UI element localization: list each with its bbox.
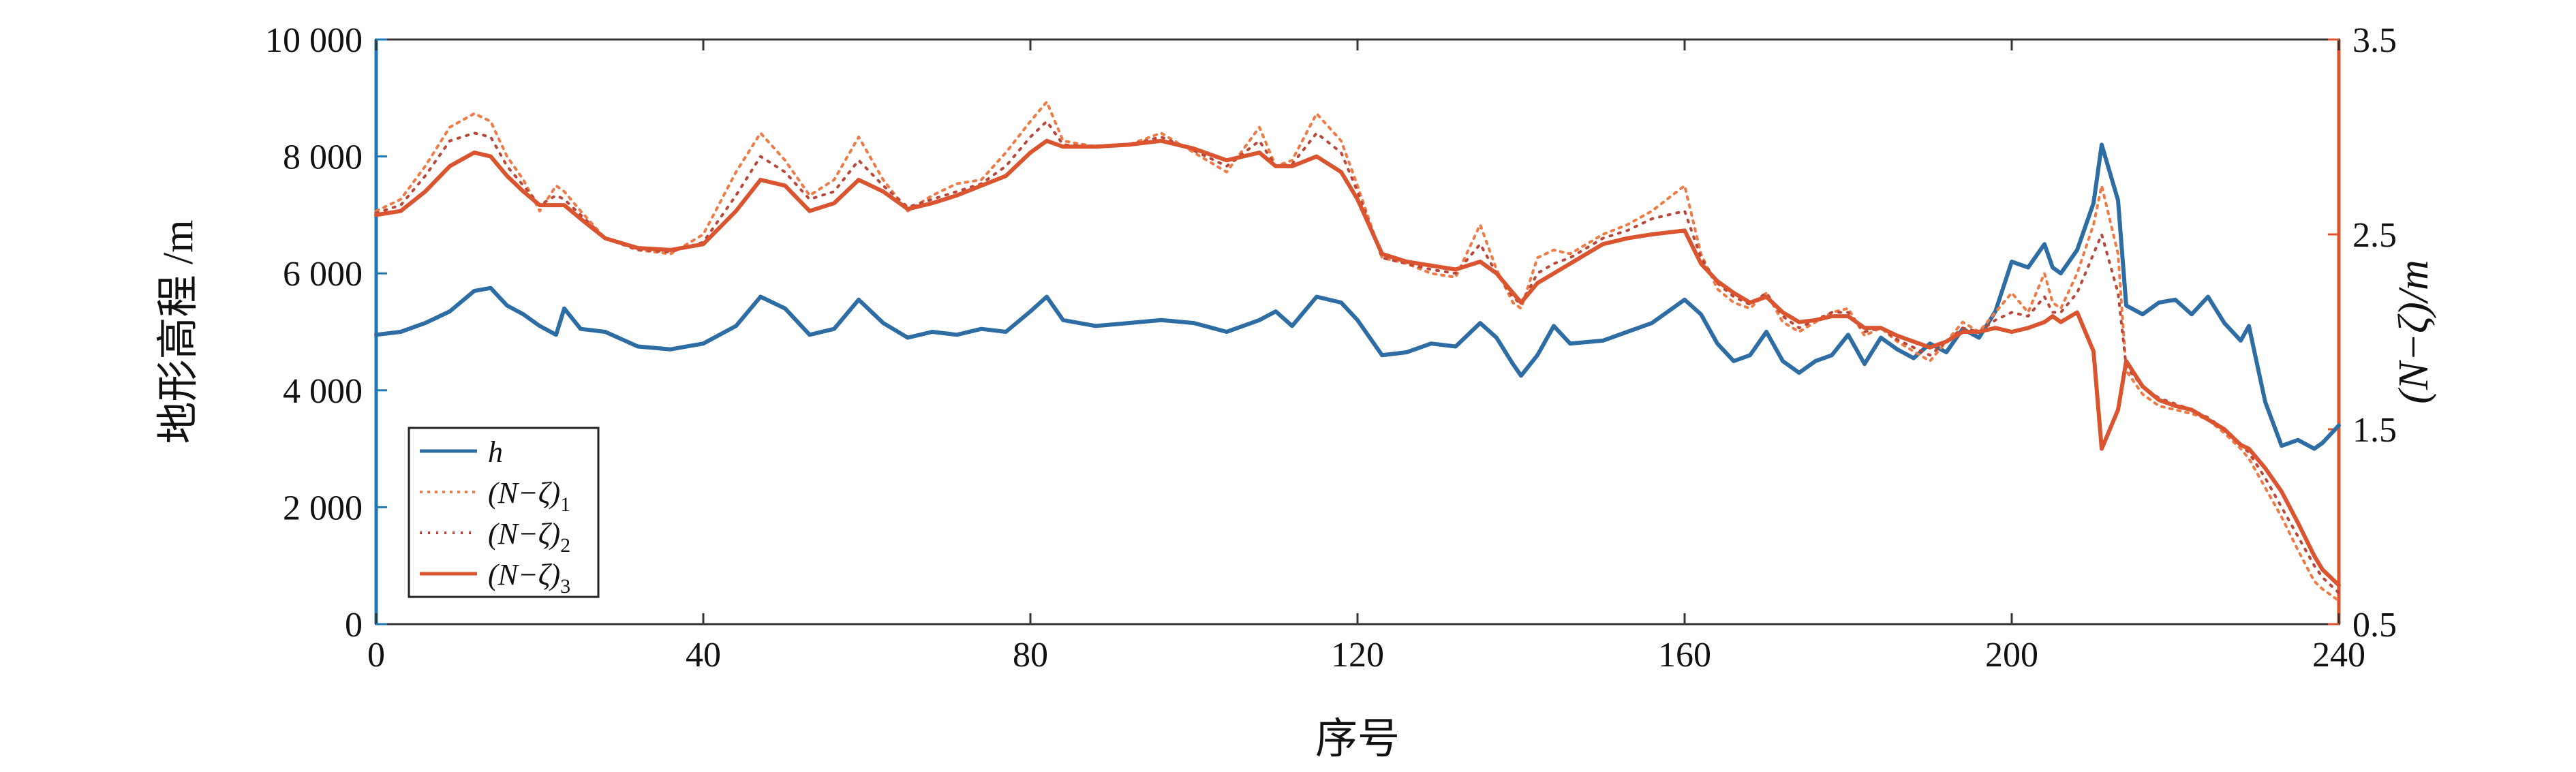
legend-label-text: h bbox=[488, 435, 503, 469]
x-tick-label: 80 bbox=[1013, 636, 1048, 675]
left-tick-label: 10 000 bbox=[265, 21, 363, 60]
left-y-axis-label: 地形高程 /m bbox=[155, 220, 202, 444]
plot-frame bbox=[375, 38, 2340, 626]
left-tick-label: 2 000 bbox=[283, 489, 363, 527]
right-tick-label: 1.5 bbox=[2352, 411, 2397, 450]
x-tick-label: 120 bbox=[1331, 636, 1384, 675]
legend-label-text: (N−ζ) bbox=[488, 517, 560, 551]
right-tick-label: 3.5 bbox=[2352, 21, 2397, 60]
left-tick-label: 0 bbox=[345, 606, 363, 645]
series-line-n-zeta-1 bbox=[375, 100, 2340, 602]
legend-label-subscript: 1 bbox=[560, 493, 570, 516]
left-tick-label: 6 000 bbox=[283, 255, 363, 294]
x-axis-label: 序号 bbox=[1315, 716, 1400, 762]
x-tick-label: 40 bbox=[686, 636, 721, 675]
legend-label-n1: (N−ζ)1 bbox=[488, 476, 570, 516]
legend-label-text: (N−ζ) bbox=[488, 476, 560, 510]
series-line-n-zeta-3 bbox=[374, 138, 2341, 587]
legend-label-text: (N−ζ) bbox=[488, 558, 560, 591]
right-tick-label: 2.5 bbox=[2352, 216, 2397, 255]
legend-label-subscript: 3 bbox=[560, 575, 570, 598]
x-tick-label: 0 bbox=[367, 636, 385, 675]
legend-label-n3: (N−ζ)3 bbox=[488, 558, 570, 598]
legend-label-n2: (N−ζ)2 bbox=[488, 517, 570, 557]
legend-box bbox=[408, 427, 600, 598]
x-tick-label: 240 bbox=[2312, 636, 2365, 675]
legend: h(N−ζ)1(N−ζ)2(N−ζ)3 bbox=[408, 427, 600, 598]
right-y-axis-label: (N−ζ)/m bbox=[2391, 260, 2437, 404]
right-tick-label: 0.5 bbox=[2352, 606, 2397, 645]
axes-layer bbox=[374, 38, 2341, 626]
legend-label-subscript: 2 bbox=[560, 534, 570, 557]
series-line-n-zeta-2 bbox=[375, 120, 2340, 595]
x-tick-label: 200 bbox=[1985, 636, 2038, 675]
legend-label-h: h bbox=[488, 435, 503, 469]
x-tick-label: 160 bbox=[1658, 636, 1711, 675]
left-tick-label: 4 000 bbox=[283, 372, 363, 411]
series-layer bbox=[374, 100, 2341, 602]
left-tick-label: 8 000 bbox=[283, 138, 363, 177]
series-line-h bbox=[374, 142, 2341, 451]
